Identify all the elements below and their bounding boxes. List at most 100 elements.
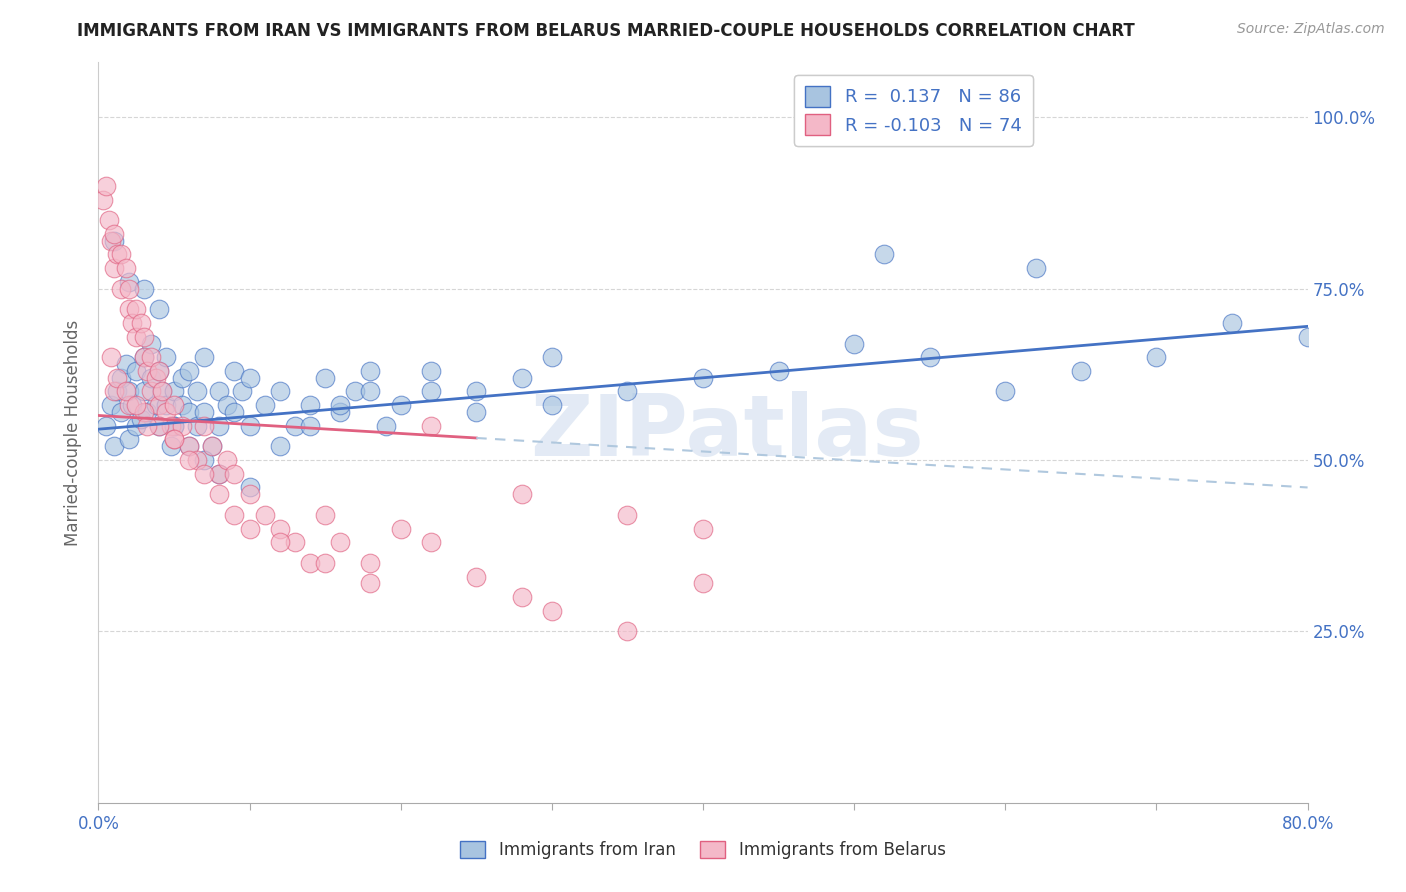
Point xyxy=(510,590,533,604)
Point xyxy=(179,453,201,467)
Point xyxy=(215,453,238,467)
Point xyxy=(465,405,488,419)
Point xyxy=(163,433,186,447)
Point xyxy=(844,336,866,351)
Point xyxy=(148,398,170,412)
Point xyxy=(100,398,122,412)
Point xyxy=(314,508,336,522)
Point xyxy=(208,467,231,481)
Point xyxy=(103,384,125,399)
Point xyxy=(269,522,291,536)
Point xyxy=(314,371,336,385)
Point xyxy=(118,384,141,399)
Point xyxy=(141,336,163,351)
Point xyxy=(118,282,141,296)
Point xyxy=(148,364,170,378)
Point xyxy=(148,418,170,433)
Point xyxy=(135,405,157,419)
Point xyxy=(208,418,231,433)
Point xyxy=(994,384,1017,399)
Point xyxy=(121,398,143,412)
Point xyxy=(110,371,132,385)
Point xyxy=(118,275,141,289)
Point xyxy=(193,418,215,433)
Point xyxy=(540,350,562,364)
Point xyxy=(692,371,714,385)
Point xyxy=(148,364,170,378)
Point xyxy=(118,398,141,412)
Point xyxy=(208,487,231,501)
Point xyxy=(540,604,562,618)
Point xyxy=(918,350,941,364)
Point xyxy=(100,350,122,364)
Point xyxy=(135,364,157,378)
Point xyxy=(420,418,443,433)
Point xyxy=(145,398,167,412)
Point xyxy=(269,384,291,399)
Point xyxy=(360,364,382,378)
Point xyxy=(253,508,276,522)
Point xyxy=(299,398,322,412)
Point xyxy=(98,213,121,227)
Point xyxy=(193,350,215,364)
Point xyxy=(329,398,352,412)
Point xyxy=(150,384,173,399)
Point xyxy=(179,364,201,378)
Point xyxy=(94,418,117,433)
Point xyxy=(110,282,132,296)
Point xyxy=(201,439,224,453)
Point xyxy=(420,535,443,549)
Point xyxy=(360,384,382,399)
Point xyxy=(141,371,163,385)
Point xyxy=(160,418,183,433)
Point xyxy=(208,467,231,481)
Point xyxy=(125,329,148,343)
Point xyxy=(231,384,253,399)
Point xyxy=(163,384,186,399)
Point xyxy=(155,350,177,364)
Point xyxy=(105,247,128,261)
Point xyxy=(163,418,186,433)
Point xyxy=(269,439,291,453)
Point xyxy=(344,384,367,399)
Y-axis label: Married-couple Households: Married-couple Households xyxy=(65,319,83,546)
Point xyxy=(215,398,238,412)
Point xyxy=(201,439,224,453)
Point xyxy=(103,227,125,241)
Point xyxy=(91,193,114,207)
Point xyxy=(616,624,638,639)
Point xyxy=(135,418,157,433)
Point xyxy=(100,234,122,248)
Point xyxy=(284,418,307,433)
Point xyxy=(141,384,163,399)
Point xyxy=(125,398,148,412)
Point xyxy=(465,384,488,399)
Point xyxy=(360,556,382,570)
Legend: R =  0.137   N = 86, R = -0.103   N = 74: R = 0.137 N = 86, R = -0.103 N = 74 xyxy=(794,75,1032,145)
Point xyxy=(118,302,141,317)
Point xyxy=(129,316,152,330)
Point xyxy=(105,371,128,385)
Point xyxy=(329,535,352,549)
Point xyxy=(132,350,155,364)
Point xyxy=(160,439,183,453)
Point xyxy=(420,364,443,378)
Point xyxy=(360,576,382,591)
Point xyxy=(510,371,533,385)
Point xyxy=(179,439,201,453)
Point xyxy=(121,316,143,330)
Point xyxy=(239,371,262,385)
Point xyxy=(1220,316,1243,330)
Point xyxy=(540,398,562,412)
Legend: Immigrants from Iran, Immigrants from Belarus: Immigrants from Iran, Immigrants from Be… xyxy=(454,834,952,866)
Point xyxy=(125,302,148,317)
Point xyxy=(103,439,125,453)
Point xyxy=(224,467,246,481)
Point xyxy=(155,398,177,412)
Point xyxy=(132,350,155,364)
Point xyxy=(420,384,443,399)
Point xyxy=(170,398,193,412)
Point xyxy=(616,384,638,399)
Point xyxy=(114,357,136,371)
Point xyxy=(125,364,148,378)
